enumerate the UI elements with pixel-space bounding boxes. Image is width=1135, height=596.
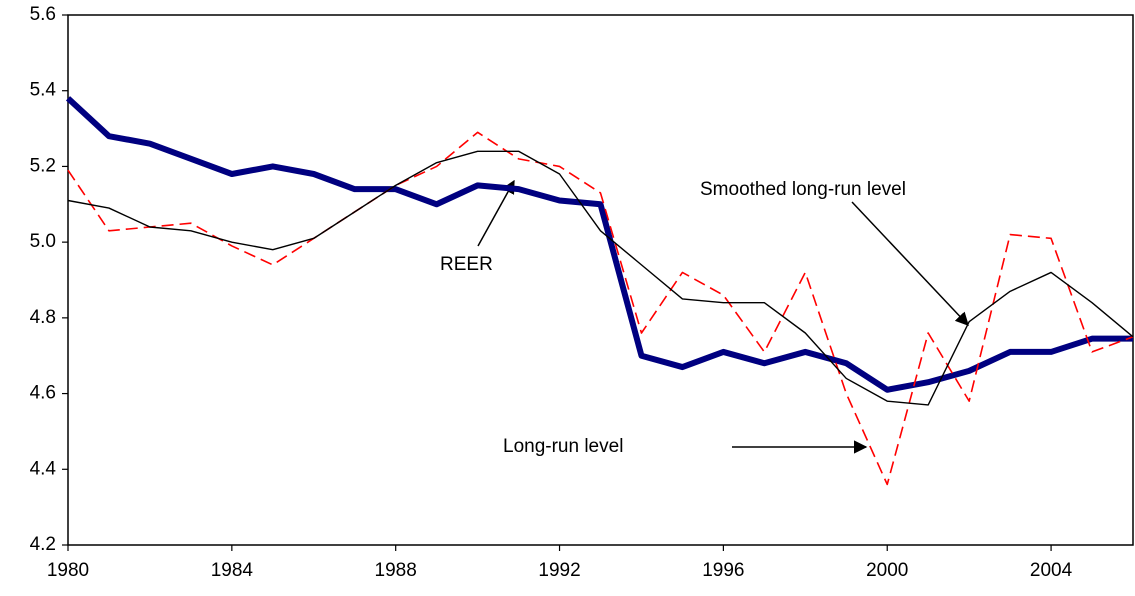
y-tick-label: 5.0: [30, 231, 56, 252]
arrow: [477, 179, 515, 247]
x-tick-label: 2004: [1030, 560, 1073, 581]
x-tick-label: 1984: [211, 560, 254, 581]
y-tick-label: 5.2: [30, 155, 56, 176]
x-tick-label: 1988: [375, 560, 417, 581]
series-line: [67, 131, 1134, 486]
y-tick-label: 4.6: [30, 383, 56, 404]
x-tick-label: 2000: [866, 560, 908, 581]
y-tick-label: 4.2: [30, 534, 56, 555]
y-tick-label: 5.4: [30, 80, 57, 101]
y-tick-label: 5.6: [30, 4, 56, 25]
annotation: Long-run level: [503, 436, 623, 457]
annotation: Smoothed long-run level: [700, 179, 906, 200]
annotation: REER: [440, 254, 493, 275]
series-line: [65, 96, 1133, 393]
x-tick-label: 1996: [702, 560, 744, 581]
plot-frame: [67, 14, 1134, 546]
x-tick-label: 1980: [47, 560, 89, 581]
arrow: [851, 201, 969, 326]
series-line: [67, 150, 1134, 406]
x-tick-label: 1992: [538, 560, 580, 581]
y-tick-label: 4.4: [30, 458, 57, 479]
y-tick-label: 4.8: [30, 307, 56, 328]
